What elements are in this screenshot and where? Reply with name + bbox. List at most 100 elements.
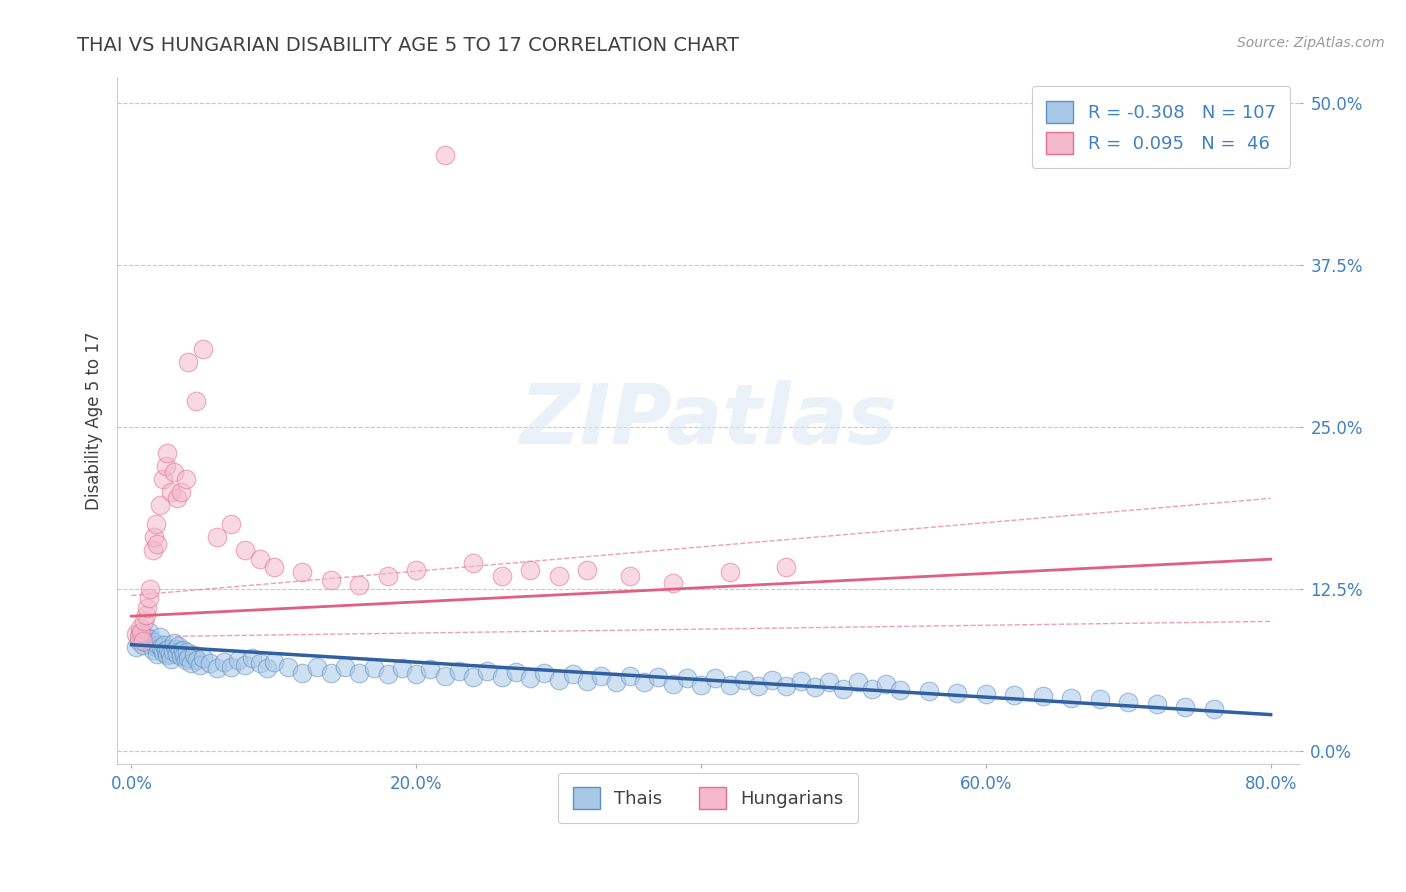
Point (145, 640, 167, 655)
Point (818, 675, 841, 690)
Point (157, 641, 180, 656)
Point (419, 662, 441, 676)
Point (143, 635, 166, 649)
Point (790, 673, 813, 688)
Text: THAI VS HUNGARIAN DISABILITY AGE 5 TO 17 CORRELATION CHART: THAI VS HUNGARIAN DISABILITY AGE 5 TO 17… (77, 36, 740, 54)
Point (263, 560, 285, 574)
Point (619, 569, 641, 583)
Point (235, 543, 257, 558)
Point (174, 653, 197, 667)
Point (160, 484, 183, 499)
Point (349, 666, 371, 681)
Point (747, 679, 769, 693)
Point (291, 565, 314, 579)
Y-axis label: Disability Age 5 to 17: Disability Age 5 to 17 (86, 332, 103, 510)
Point (155, 458, 177, 473)
Point (125, 640, 148, 655)
Point (198, 656, 221, 670)
Point (136, 630, 159, 644)
Point (1060, 690, 1083, 705)
Point (176, 645, 198, 659)
Point (162, 644, 184, 658)
Point (433, 148, 456, 162)
Point (505, 665, 527, 679)
Point (447, 664, 470, 678)
Point (163, 466, 186, 480)
Point (605, 675, 627, 690)
Point (149, 630, 172, 644)
Point (1088, 692, 1111, 706)
Point (129, 621, 152, 635)
Point (349, 578, 371, 592)
Point (219, 517, 242, 532)
Point (156, 446, 179, 460)
Point (463, 670, 485, 684)
Point (1032, 690, 1054, 704)
Point (142, 543, 165, 558)
Point (718, 678, 741, 692)
Point (319, 666, 342, 681)
Point (135, 607, 157, 622)
Point (166, 491, 188, 506)
Point (333, 659, 356, 673)
Point (363, 661, 385, 675)
Point (576, 563, 599, 577)
Point (191, 343, 214, 357)
Point (433, 669, 456, 683)
Point (733, 673, 755, 687)
Text: Source: ZipAtlas.com: Source: ZipAtlas.com (1237, 36, 1385, 50)
Point (647, 670, 669, 684)
Point (129, 627, 152, 641)
Point (205, 530, 228, 544)
Point (188, 658, 211, 673)
Legend: Thais, Hungarians: Thais, Hungarians (558, 772, 858, 823)
Point (125, 627, 148, 641)
Point (152, 472, 174, 486)
Point (177, 650, 200, 665)
Point (167, 639, 190, 653)
Point (661, 676, 683, 690)
Point (561, 667, 583, 681)
Point (1002, 688, 1025, 702)
Point (1202, 702, 1225, 716)
Point (170, 649, 193, 664)
Point (946, 685, 969, 699)
Point (139, 632, 162, 647)
Point (533, 666, 555, 681)
Point (775, 679, 797, 693)
Point (169, 644, 191, 658)
Point (918, 684, 941, 698)
Point (519, 671, 541, 685)
Point (1116, 695, 1139, 709)
Point (149, 498, 172, 512)
Point (405, 667, 427, 681)
Point (463, 556, 485, 570)
Point (277, 659, 299, 673)
Point (186, 653, 208, 667)
Point (846, 675, 869, 690)
Point (136, 601, 159, 615)
Point (1174, 699, 1197, 714)
Point (405, 563, 427, 577)
Point (191, 650, 214, 665)
Point (139, 582, 162, 596)
Point (177, 355, 200, 369)
Point (159, 647, 181, 661)
Point (633, 675, 655, 690)
Point (148, 638, 170, 652)
Point (146, 536, 169, 550)
Point (131, 624, 153, 639)
Point (235, 658, 257, 673)
Point (576, 673, 599, 688)
Point (377, 569, 399, 583)
Point (205, 661, 228, 675)
Point (804, 681, 827, 695)
Point (150, 640, 173, 655)
Point (491, 670, 513, 684)
Point (219, 659, 242, 673)
Point (718, 565, 741, 579)
Point (591, 669, 613, 683)
Point (889, 683, 911, 698)
Point (166, 647, 188, 661)
Point (477, 664, 499, 678)
